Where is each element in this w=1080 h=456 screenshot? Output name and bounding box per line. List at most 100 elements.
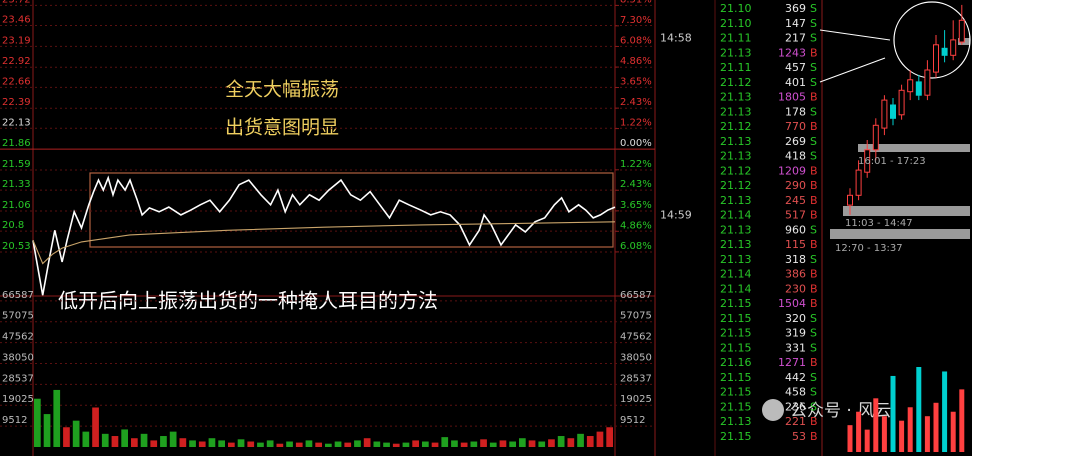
trade-side: S <box>810 150 817 163</box>
trade-side: S <box>810 371 817 384</box>
trade-volume: 230 <box>785 282 806 295</box>
volume-bar <box>873 398 879 452</box>
y-tick-label: 21.59 <box>2 159 31 170</box>
volume-bar <box>53 389 61 447</box>
trade-price: 21.13 <box>720 253 752 266</box>
y2-tick-label: 7.30% <box>620 15 652 26</box>
volume-bar <box>92 407 99 447</box>
y-tick-label: 9512 <box>2 415 27 426</box>
trade-volume: 1805 <box>778 91 806 104</box>
y-tick-label: 21.06 <box>2 200 31 211</box>
trade-price: 21.13 <box>720 150 752 163</box>
trade-side: B <box>810 209 818 222</box>
terminal-bg <box>0 0 972 456</box>
y-tick-label: 22.39 <box>2 97 31 108</box>
volume-bar <box>325 443 332 447</box>
chip-label: 11:03 - 14:47 <box>845 218 913 229</box>
volume-bar <box>586 436 594 447</box>
volume-bar <box>373 441 381 447</box>
trade-volume: 386 <box>785 268 806 281</box>
y2-tick-label: 4.86% <box>620 220 652 231</box>
trade-price: 21.12 <box>720 120 752 133</box>
y-tick-label: 19025 <box>2 394 34 405</box>
candle-body <box>898 89 905 116</box>
trade-side: S <box>810 327 817 340</box>
y-tick-label: 20.8 <box>2 220 24 231</box>
trade-volume: 418 <box>785 150 806 163</box>
trade-volume: 217 <box>785 32 806 45</box>
volume-bar <box>101 433 109 447</box>
y-tick-label: 38050 <box>620 352 652 363</box>
candle-body <box>915 81 922 96</box>
volume-bar <box>548 439 555 447</box>
volume-bar <box>422 441 429 447</box>
trade-volume: 320 <box>785 312 806 325</box>
trade-side: B <box>810 430 818 443</box>
candle-body <box>890 104 896 119</box>
volume-bar <box>480 439 487 447</box>
trade-price: 21.10 <box>720 2 752 15</box>
watermark: 公众号 · 风云 <box>790 401 891 421</box>
volume-bar <box>907 407 913 452</box>
volume-bar <box>499 440 507 447</box>
y-tick-label: 47562 <box>2 332 34 343</box>
y-tick-label: 9512 <box>620 415 645 426</box>
trade-volume: 318 <box>785 253 806 266</box>
trade-side: B <box>810 91 818 104</box>
volume-bar <box>189 440 196 447</box>
trade-side: B <box>810 415 818 428</box>
trade-price: 21.12 <box>720 76 752 89</box>
trade-volume: 53 <box>792 430 806 443</box>
highlight-circle <box>893 1 971 79</box>
volume-bar <box>131 438 138 447</box>
trade-volume: 147 <box>785 17 806 30</box>
volume-bar <box>567 438 575 447</box>
volume-bar <box>392 443 400 447</box>
chip-label: 12:70 - 13:37 <box>835 243 903 254</box>
trade-side: S <box>810 135 817 148</box>
trade-side: S <box>810 400 817 413</box>
volume-bar <box>856 411 862 452</box>
volume-bar <box>228 442 235 447</box>
trade-price: 21.15 <box>720 327 752 340</box>
volume-bar <box>140 433 148 447</box>
volume-bar <box>82 431 90 447</box>
trade-side: S <box>810 223 817 236</box>
volume-bar <box>334 441 342 447</box>
candle-body <box>872 124 879 151</box>
volume-bar <box>460 442 468 447</box>
volume-bar <box>276 443 284 447</box>
trade-side: S <box>810 61 817 74</box>
trade-price: 21.13 <box>720 91 752 104</box>
trade-volume: 457 <box>785 61 806 74</box>
volume-bar <box>441 437 449 447</box>
y2-tick-label: 4.86% <box>620 56 652 67</box>
y-tick-label: 66587 <box>620 290 652 301</box>
y2-tick-label: 6.08% <box>620 35 652 46</box>
y-tick-label: 22.66 <box>2 76 31 87</box>
trade-side: B <box>810 356 818 369</box>
trade-price: 21.12 <box>720 164 752 177</box>
volume-bar <box>431 442 439 447</box>
chip-bar <box>830 229 970 239</box>
volume-bar <box>528 440 536 447</box>
volume-bar <box>295 442 303 447</box>
candle-body <box>924 69 931 96</box>
volume-bar <box>412 440 419 447</box>
candle-body <box>958 19 965 43</box>
trade-price: 21.15 <box>720 386 752 399</box>
y2-tick-label: 1.22% <box>620 159 652 170</box>
volume-bar <box>315 442 322 447</box>
trade-volume: 178 <box>785 105 806 118</box>
trade-price: 21.15 <box>720 297 752 310</box>
price-line <box>32 221 616 265</box>
chip-bar <box>858 144 970 152</box>
trade-volume: 401 <box>785 76 806 89</box>
y2-tick-label: 6.08% <box>620 241 652 252</box>
volume-bar <box>890 375 896 452</box>
volume-bar <box>198 441 206 447</box>
trade-price: 21.15 <box>720 312 752 325</box>
volume-bar <box>881 416 887 452</box>
trade-price: 21.13 <box>720 223 752 236</box>
y-tick-label: 22.92 <box>2 56 31 67</box>
